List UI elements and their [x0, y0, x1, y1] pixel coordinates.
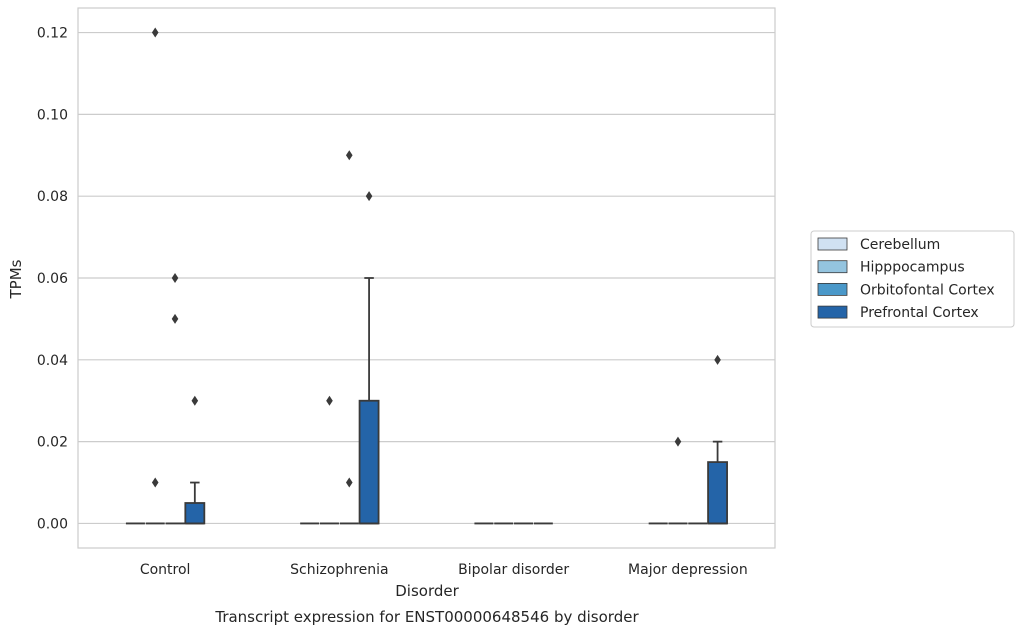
x-axis-label: Disorder [395, 582, 459, 600]
plot-frame [77, 7, 776, 549]
outlier-point [151, 27, 159, 38]
y-tick-label: 0.12 [37, 26, 68, 42]
legend-frame [810, 230, 1015, 328]
box [707, 461, 728, 525]
y-tick-label: 0.08 [37, 189, 68, 205]
outlier-point [674, 436, 682, 447]
box [358, 399, 380, 525]
box-group [358, 191, 380, 525]
legend-label: Hipppocampus [860, 260, 965, 276]
box-group [339, 150, 359, 525]
box-group [145, 27, 165, 525]
box-group [165, 273, 185, 525]
box-group [184, 395, 206, 525]
y-tick-label: 0.04 [37, 353, 68, 369]
outlier-point [714, 354, 721, 365]
outlier-point [191, 395, 199, 406]
x-tick-label: Major depression [628, 562, 748, 578]
box-plot-marks [125, 27, 728, 525]
outlier-point [326, 395, 333, 406]
outlier-point [365, 191, 373, 202]
legend: Cerebellum Hipppocampus Orbitofontal Corte… [810, 230, 1015, 328]
box-group [668, 436, 688, 525]
box-group [707, 354, 728, 525]
outlier-point [171, 313, 179, 324]
x-tick-label: Control [140, 562, 191, 578]
x-tick-labels: Control Schizophrenia Bipolar disorder Majo… [140, 562, 748, 578]
legend-swatch [817, 305, 848, 319]
y-tick-label: 0.02 [37, 435, 68, 451]
legend-label: Cerebellum [860, 237, 940, 253]
outlier-point [345, 150, 353, 161]
legend-swatch [817, 282, 848, 296]
outlier-point [151, 477, 159, 488]
legend-swatch [817, 237, 848, 251]
chart-caption: Transcript expression for ENST0000064854… [214, 608, 639, 626]
y-tick-labels: 0.00 0.02 0.04 0.06 0.08 0.10 0.12 [37, 26, 68, 533]
legend-label: Orbitofontal Cortex [860, 282, 995, 298]
y-tick-label: 0.06 [37, 271, 68, 287]
legend-swatch [817, 260, 848, 274]
outlier-point [171, 273, 179, 283]
y-axis-label: TPMs [7, 259, 25, 299]
box-group [319, 395, 339, 525]
y-tick-label: 0.10 [37, 107, 68, 123]
box [184, 502, 206, 525]
y-tick-label: 0.00 [37, 516, 68, 532]
outlier-point [345, 477, 353, 488]
x-tick-label: Schizophrenia [290, 562, 388, 578]
legend-label: Prefrontal Cortex [860, 305, 979, 321]
x-tick-label: Bipolar disorder [458, 562, 569, 578]
